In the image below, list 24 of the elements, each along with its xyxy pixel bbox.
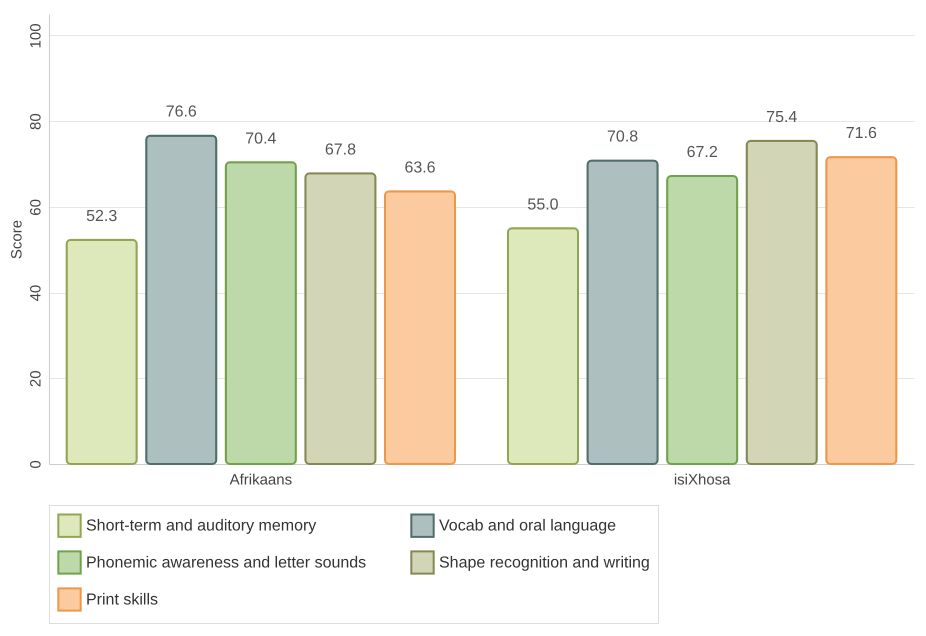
text: 70.4 xyxy=(245,130,276,148)
y-tick-label: 20 xyxy=(28,370,44,388)
y-tick-label: 100 xyxy=(28,23,44,48)
y-tick-label: 40 xyxy=(28,284,44,302)
legend-label: Short-term and auditory memory xyxy=(86,518,316,535)
legend-label: Phonemic awareness and letter sounds xyxy=(86,554,366,572)
text: 67.8 xyxy=(324,141,356,158)
text: 67.2 xyxy=(686,144,718,161)
x-tick-label: isiXhosa xyxy=(674,472,732,488)
text: 52.3 xyxy=(86,208,118,225)
y-tick-label: 60 xyxy=(28,199,44,216)
y-tick-label: 80 xyxy=(28,113,44,130)
x-tick-label: Afrikaans xyxy=(230,472,292,488)
text: 63.6 xyxy=(404,159,436,176)
text: 75.4 xyxy=(766,108,798,126)
legend-label: Shape recognition and writing xyxy=(439,554,650,572)
text: 55.0 xyxy=(527,196,559,214)
text: 70.8 xyxy=(607,128,638,146)
text: 76.6 xyxy=(166,104,197,121)
legend-label: Print skills xyxy=(86,592,158,608)
y-axis-title: Score xyxy=(8,220,26,260)
legend-label: Vocab and oral language xyxy=(439,518,616,535)
text: 71.6 xyxy=(846,125,877,142)
y-tick-label: 0 xyxy=(28,460,44,469)
